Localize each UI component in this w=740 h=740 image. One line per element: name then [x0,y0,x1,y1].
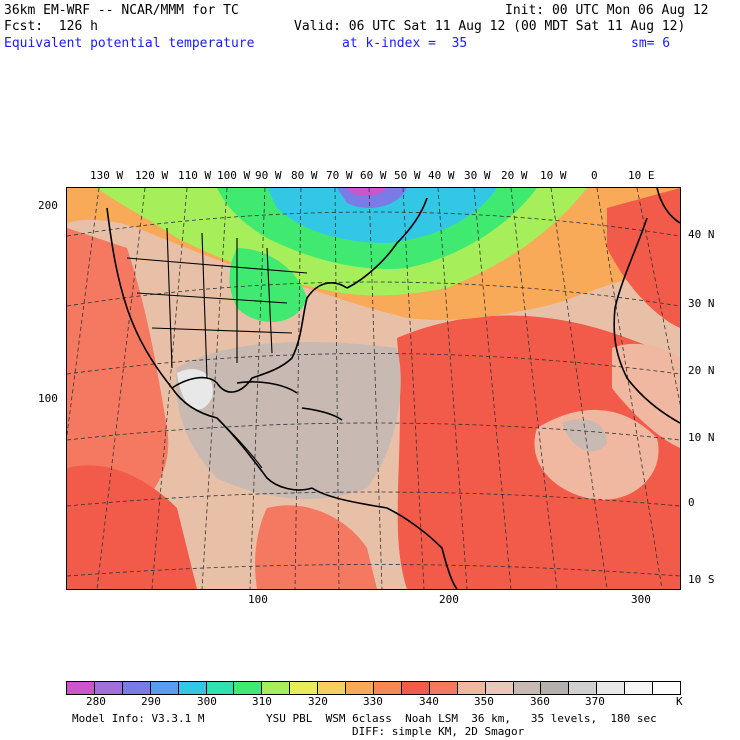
colorbar-label: 370 [585,695,605,708]
lon-label: 110 W [178,169,212,182]
lat-label: 10 N [688,431,715,444]
colorbar-label: 290 [141,695,161,708]
colorbar-swatch [653,682,680,694]
lon-label: 130 W [90,169,124,182]
field-name: Equivalent potential temperature [4,36,255,51]
colorbar-swatch [457,682,486,694]
field-africa [612,343,680,448]
field-gray-caribbean [176,342,401,499]
colorbar-swatch [625,682,654,694]
colorbar-label: 340 [419,695,439,708]
colorbar-label: 320 [308,695,328,708]
model-info: Model Info: V3.3.1 M [72,712,205,725]
graticule [67,188,680,589]
lon-label: 100 W [217,169,251,182]
colorbar-swatch [290,682,319,694]
lon-label: 10 W [540,169,567,182]
colorbar-swatch [597,682,626,694]
lat-label: 30 N [688,297,715,310]
lon-label: 30 W [464,169,491,182]
field-300-band [267,188,497,243]
lon-label: 40 W [428,169,455,182]
model-title: 36km EM-WRF -- NCAR/MMM for TC [4,3,239,18]
lon-label: 50 W [394,169,421,182]
grid-label-left: 100 [38,392,58,405]
colorbar-unit: K [676,695,683,708]
field-south-america [255,505,377,589]
colorbar-swatch [513,682,542,694]
field-western-band [67,228,169,538]
colorbar-swatch [178,682,207,694]
grid-label-bottom: 100 [248,593,268,606]
colorbar-label: 360 [530,695,550,708]
lon-label: 120 W [135,169,169,182]
valid-time: Valid: 06 UTC Sat 11 Aug 12 (00 MDT Sat … [294,19,686,34]
grid-label-bottom: 200 [439,593,459,606]
field-280-patch [347,188,387,196]
field-pacific-red [67,465,197,589]
colorbar-swatch [94,682,123,694]
colorbar-swatch [485,682,514,694]
field-370-mexico [177,369,213,410]
forecast-hour: Fcst: 126 h [4,19,98,34]
map-svg [67,188,680,589]
colorbar-swatch [373,682,402,694]
lon-label: 60 W [360,169,387,182]
colorbar-swatch [346,682,374,694]
colorbar-swatch [541,682,570,694]
coastlines [106,188,680,589]
lon-label: 0 [591,169,598,182]
field-europe [607,188,680,328]
lat-label: 10 S [688,573,715,586]
colorbar [66,681,681,695]
lat-label: 40 N [688,228,715,241]
weather-map[interactable] [66,187,681,590]
colorbar-swatch [262,682,291,694]
colorbar-swatch [234,682,263,694]
colorbar-swatch [67,682,95,694]
colorbar-label: 330 [363,695,383,708]
colorbar-swatch [429,682,458,694]
lon-label: 10 E [628,169,655,182]
colorbar-label: 300 [197,695,217,708]
lat-label: 20 N [688,364,715,377]
physics-info: YSU PBL WSM 6class Noah LSM 36 km, 35 le… [266,712,657,725]
lon-label: 70 W [326,169,353,182]
colorbar-swatch [206,682,235,694]
colorbar-swatch [318,682,347,694]
lat-label: 0 [688,496,695,509]
lon-label: 80 W [291,169,318,182]
grid-label-bottom: 300 [631,593,651,606]
borders [126,227,308,469]
colorbar-label: 350 [474,695,494,708]
level-label: at k-index = 35 [342,36,468,51]
lon-label: 90 W [255,169,282,182]
colorbar-swatch [122,682,151,694]
init-time: Init: 00 UTC Mon 06 Aug 12 [505,3,709,18]
colorbar-swatch [569,682,598,694]
colorbar-swatch [401,682,430,694]
colorbar-swatch [150,682,179,694]
field-360-patch [562,419,607,452]
colorbar-label: 280 [86,695,106,708]
colorbar-label: 310 [252,695,272,708]
grid-label-left: 200 [38,199,58,212]
lon-label: 20 W [501,169,528,182]
smoothing-label: sm= 6 [631,36,671,51]
field-350-patch [534,409,659,500]
diffusion-info: DIFF: simple KM, 2D Smagor [352,725,525,738]
